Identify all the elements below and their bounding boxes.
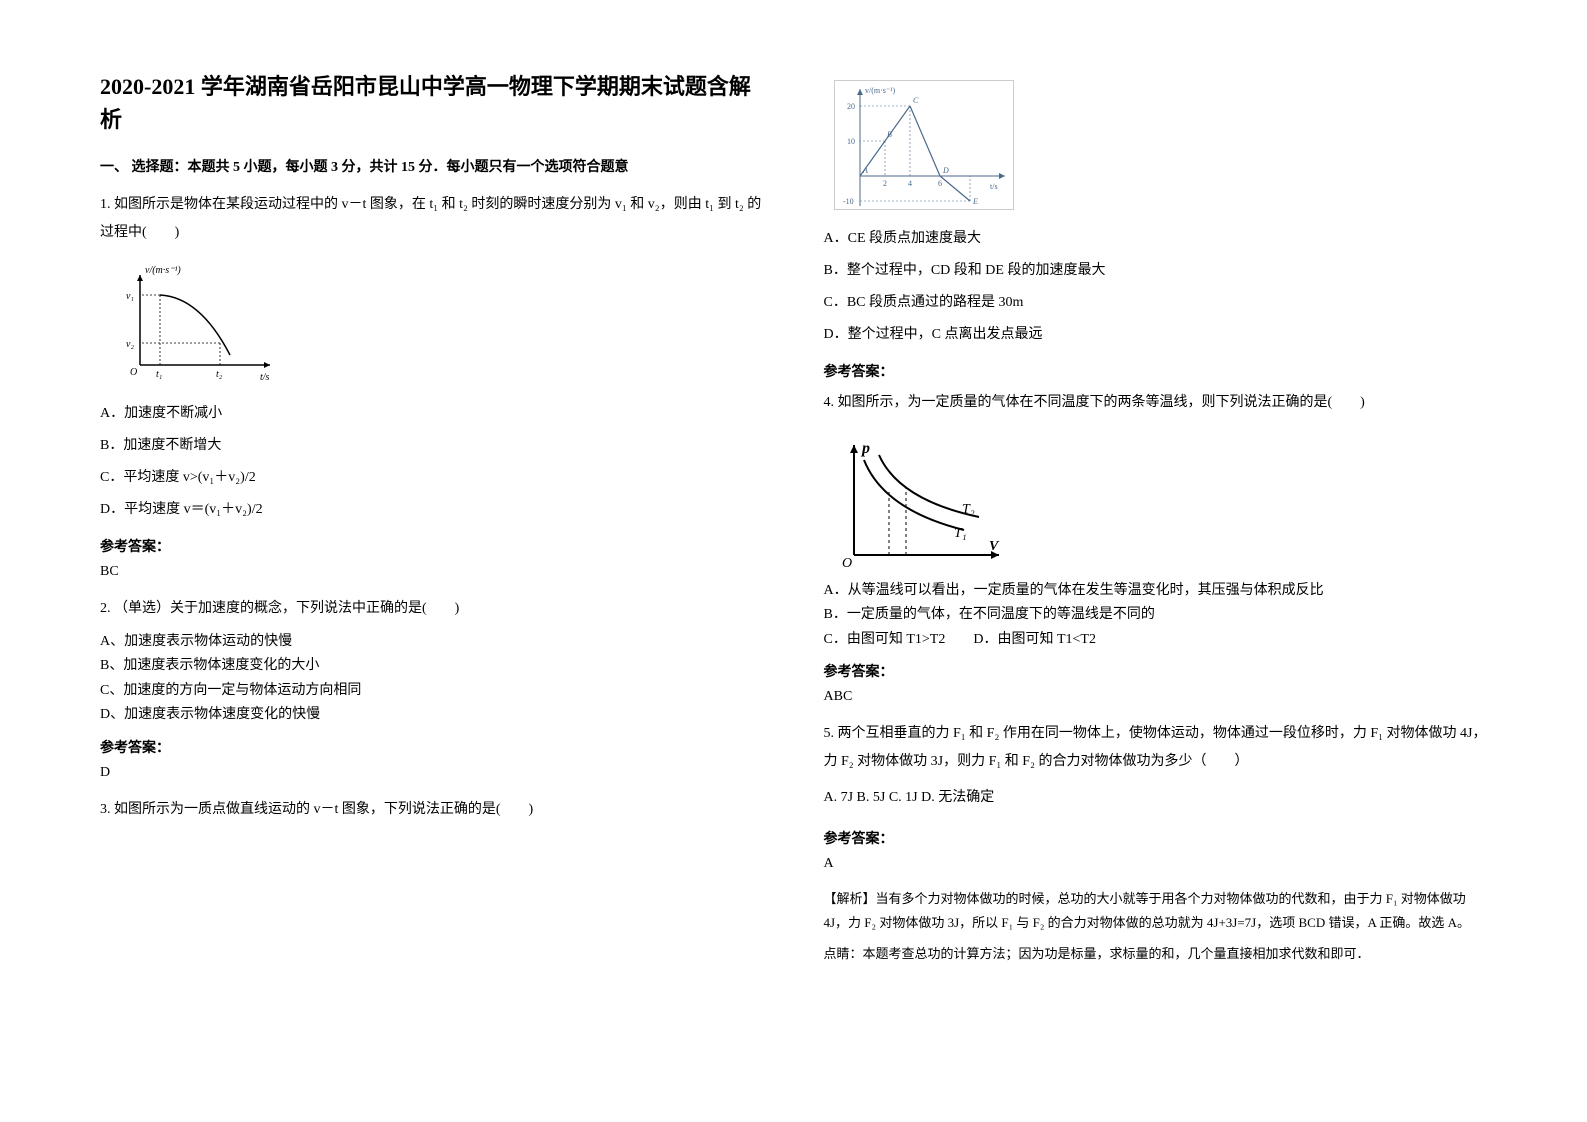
q3-x6: 6 [938, 179, 942, 188]
t1-label: t₁ [156, 369, 162, 380]
q5-options: A. 7J B. 5J C. 1J D. 无法确定 [824, 784, 1488, 812]
q3-optB: B．整个过程中，CD 段和 DE 段的加速度最大 [824, 257, 1488, 285]
q1-text: 1. 如图所示是物体在某段运动过程中的 v－t 图象，在 t₁ 和 t₂ 时刻的… [100, 191, 764, 247]
q1-answer: BC [100, 564, 764, 580]
q3-text: 3. 如图所示为一质点做直线运动的 v－t 图象，下列说法正确的是( ) [100, 796, 764, 824]
q4-origin: O [842, 556, 852, 571]
q3-y10: 10 [847, 137, 855, 146]
q5-explanation1: 【解析】当有多个力对物体做功的时候，总功的大小就等于用各个力对物体做功的代数和，… [824, 887, 1488, 934]
q1-optA: A．加速度不断减小 [100, 400, 764, 428]
q4-optA: A．从等温线可以看出，一定质量的气体在发生等温变化时，其压强与体积成反比 [824, 580, 1488, 602]
q4-optC: C．由图可知 T1>T2 D．由图可知 T1<T2 [824, 629, 1488, 651]
q5-text: 5. 两个互相垂直的力 F₁ 和 F₂ 作用在同一物体上，使物体运动，物体通过一… [824, 720, 1488, 776]
q3-A: A [862, 166, 868, 175]
q4-answer: ABC [824, 689, 1488, 705]
q3-C: C [913, 96, 919, 105]
q1-graph: v/(m·s⁻¹) t/s v₁ v₂ t₁ t₂ O [120, 265, 280, 385]
q3-y20: 20 [847, 102, 855, 111]
v1-label: v₁ [126, 291, 134, 302]
t2-label: t₂ [216, 369, 223, 380]
q3-answer-label: 参考答案： [824, 361, 1488, 381]
q3-optD: D．整个过程中，C 点离出发点最远 [824, 321, 1488, 349]
q3-x4: 4 [908, 179, 912, 188]
q2-text: 2. （单选）关于加速度的概念，下列说法中正确的是( ) [100, 595, 764, 623]
origin: O [130, 367, 137, 378]
q4-t2: T₂ [962, 502, 975, 517]
q4-options: A．从等温线可以看出，一定质量的气体在发生等温变化时，其压强与体积成反比 B．一… [824, 580, 1488, 653]
q3-optA: A．CE 段质点加速度最大 [824, 225, 1488, 253]
q3-graph: v/(m·s⁻¹) t/s 10 20 -10 2 4 6 A B C D E [834, 80, 1014, 210]
q3-x2: 2 [883, 179, 887, 188]
q3-xlabel: t/s [990, 182, 998, 191]
v2-label: v₂ [126, 339, 134, 350]
q4-graph: p V O T₁ T₂ [834, 435, 1014, 575]
section-header: 一、 选择题：本题共 5 小题，每小题 3 分，共计 15 分．每小题只有一个选… [100, 156, 764, 176]
q4-ylabel: p [860, 440, 870, 457]
q1-optB: B．加速度不断增大 [100, 432, 764, 460]
q5-answer-label: 参考答案： [824, 828, 1488, 848]
q1-answer-label: 参考答案： [100, 536, 764, 556]
q2-answer-label: 参考答案： [100, 737, 764, 757]
q3-D: D [942, 166, 949, 175]
q3-E: E [972, 197, 978, 206]
q2-options: A、加速度表示物体运动的快慢 B、加速度表示物体速度变化的大小 C、加速度的方向… [100, 631, 764, 729]
q2-optD: D、加速度表示物体速度变化的快慢 [100, 704, 764, 726]
q3-ylabel: v/(m·s⁻¹) [865, 86, 896, 95]
q2-answer: D [100, 765, 764, 781]
xlabel: t/s [260, 372, 270, 383]
right-column: v/(m·s⁻¹) t/s 10 20 -10 2 4 6 A B C D E … [824, 70, 1488, 1052]
q2-optC: C、加速度的方向一定与物体运动方向相同 [100, 680, 764, 702]
q1-optC: C．平均速度 v>(v₁＋v₂)/2 [100, 464, 764, 492]
page-title: 2020-2021 学年湖南省岳阳市昆山中学高一物理下学期期末试题含解析 [100, 70, 764, 136]
q4-t1: T₁ [954, 526, 967, 541]
q4-xlabel: V [989, 539, 1000, 554]
q2-optA: A、加速度表示物体运动的快慢 [100, 631, 764, 653]
q3-yneg: -10 [843, 197, 854, 206]
q1-optD: D．平均速度 v＝(v₁＋v₂)/2 [100, 496, 764, 524]
q2-optB: B、加速度表示物体速度变化的大小 [100, 655, 764, 677]
q5-explanation2: 点睛：本题考查总功的计算方法；因为功是标量，求标量的和，几个量直接相加求代数和即… [824, 942, 1488, 965]
q3-B: B [887, 130, 892, 139]
q3-optC: C．BC 段质点通过的路程是 30m [824, 289, 1488, 317]
left-column: 2020-2021 学年湖南省岳阳市昆山中学高一物理下学期期末试题含解析 一、 … [100, 70, 764, 1052]
q5-answer: A [824, 856, 1488, 872]
q4-answer-label: 参考答案： [824, 661, 1488, 681]
q4-optB: B．一定质量的气体，在不同温度下的等温线是不同的 [824, 604, 1488, 626]
q4-text: 4. 如图所示，为一定质量的气体在不同温度下的两条等温线，则下列说法正确的是( … [824, 389, 1488, 417]
ylabel: v/(m·s⁻¹) [145, 265, 181, 276]
